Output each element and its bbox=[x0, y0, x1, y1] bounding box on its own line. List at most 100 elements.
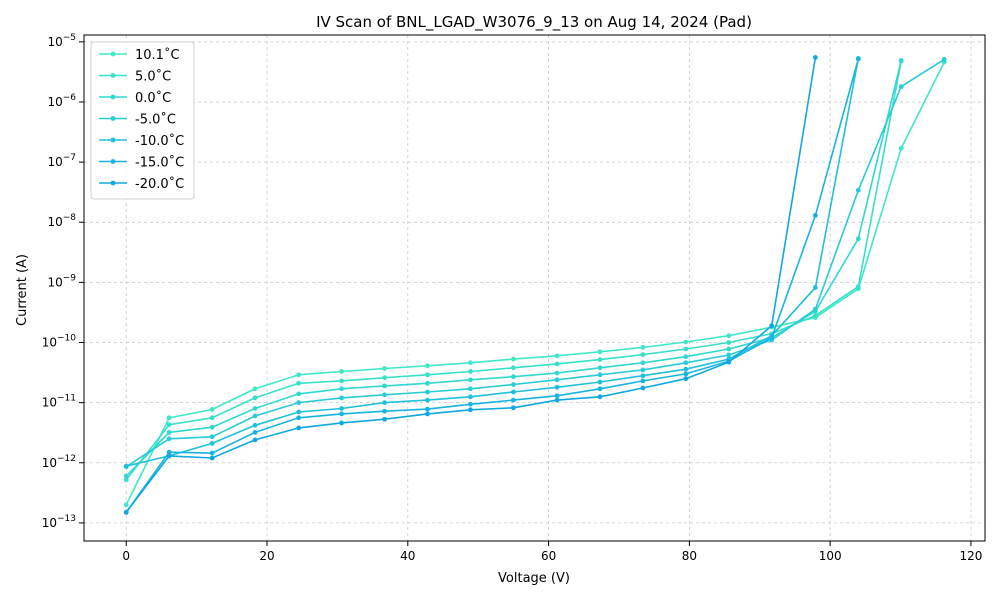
data-point bbox=[382, 383, 387, 389]
y-tick-label: 10−6 bbox=[47, 93, 76, 109]
legend: 10.1˚C 5.0˚C 0.0˚C -5.0˚C -10.0˚C -15.0˚C -20.… bbox=[90, 41, 195, 200]
data-point bbox=[296, 409, 302, 415]
data-point bbox=[554, 377, 560, 383]
data-point bbox=[683, 366, 689, 372]
data-point bbox=[683, 360, 689, 366]
data-point bbox=[597, 372, 603, 378]
data-point bbox=[296, 380, 302, 386]
data-point bbox=[425, 411, 430, 417]
data-point bbox=[252, 413, 258, 419]
data-point bbox=[296, 425, 302, 431]
series-0 bbox=[123, 59, 947, 508]
data-point bbox=[898, 58, 904, 63]
data-point bbox=[382, 392, 387, 398]
data-point bbox=[296, 415, 302, 421]
series-layer bbox=[123, 55, 947, 515]
data-point bbox=[683, 354, 689, 360]
data-point bbox=[640, 378, 646, 384]
data-point bbox=[812, 306, 818, 312]
data-point bbox=[339, 369, 345, 374]
data-point bbox=[382, 400, 387, 406]
legend-label: 5.0˚C bbox=[135, 69, 171, 85]
x-axis: 0 20 40 60 80 100 120 bbox=[122, 541, 982, 563]
series-5 bbox=[123, 56, 861, 515]
data-point bbox=[510, 397, 516, 403]
legend-box bbox=[90, 41, 195, 200]
data-point bbox=[640, 352, 646, 357]
x-tick-label: 100 bbox=[819, 549, 842, 563]
data-point bbox=[855, 284, 861, 290]
data-point bbox=[468, 394, 473, 400]
data-point bbox=[209, 415, 215, 421]
legend-label: -5.0˚C bbox=[135, 112, 176, 128]
data-point bbox=[683, 371, 689, 377]
data-point bbox=[339, 411, 345, 417]
data-point bbox=[382, 375, 387, 381]
legend-item: -10.0˚C bbox=[99, 133, 184, 149]
data-point bbox=[296, 372, 302, 378]
legend-marker bbox=[110, 73, 116, 78]
data-point bbox=[425, 397, 430, 403]
data-point bbox=[382, 408, 387, 414]
data-point bbox=[209, 450, 215, 456]
data-point bbox=[812, 285, 818, 290]
y-tick-label: 10−10 bbox=[42, 334, 77, 350]
data-point bbox=[640, 344, 646, 350]
plot-frame bbox=[83, 34, 986, 542]
data-point bbox=[941, 57, 947, 62]
data-point bbox=[425, 363, 430, 369]
data-point bbox=[425, 406, 430, 412]
data-point bbox=[726, 346, 732, 352]
legend-item: 5.0˚C bbox=[99, 69, 171, 85]
legend-marker bbox=[110, 51, 116, 57]
data-point bbox=[425, 372, 430, 378]
data-point bbox=[382, 416, 387, 422]
legend-label: -20.0˚C bbox=[135, 176, 184, 192]
data-point bbox=[339, 386, 345, 392]
data-point bbox=[683, 376, 689, 382]
data-point bbox=[640, 360, 646, 366]
data-point bbox=[252, 406, 258, 411]
y-tick-label: 10−8 bbox=[47, 213, 76, 229]
x-tick-label: 40 bbox=[400, 549, 415, 563]
x-tick-label: 0 bbox=[122, 549, 130, 563]
data-point bbox=[339, 395, 345, 401]
data-point bbox=[209, 434, 215, 440]
data-point bbox=[597, 365, 603, 371]
series-line bbox=[126, 58, 860, 467]
data-point bbox=[597, 349, 603, 355]
data-point bbox=[296, 400, 302, 406]
legend-marker bbox=[110, 116, 116, 121]
data-point bbox=[683, 339, 689, 345]
data-point bbox=[166, 415, 172, 421]
y-tick-label: 10−5 bbox=[47, 33, 76, 49]
data-point bbox=[209, 440, 215, 446]
series-line bbox=[125, 60, 902, 477]
legend-label: 0.0˚C bbox=[135, 90, 171, 106]
data-point bbox=[597, 394, 603, 400]
data-point bbox=[812, 212, 818, 218]
x-tick-label: 60 bbox=[541, 549, 556, 563]
series-6 bbox=[123, 55, 818, 515]
chart-title: IV Scan of BNL_LGAD_W3076_9_13 on Aug 14… bbox=[316, 13, 752, 32]
legend-marker bbox=[110, 94, 116, 100]
data-point bbox=[640, 367, 646, 373]
data-point bbox=[855, 56, 861, 62]
data-point bbox=[209, 407, 215, 412]
data-point bbox=[510, 405, 516, 411]
data-point bbox=[898, 84, 904, 90]
data-point bbox=[812, 313, 818, 319]
legend-marker bbox=[110, 180, 116, 186]
data-point bbox=[510, 389, 516, 395]
data-point bbox=[554, 353, 560, 359]
data-point bbox=[166, 453, 172, 459]
data-point bbox=[123, 502, 129, 508]
data-point bbox=[166, 429, 172, 435]
data-point bbox=[252, 429, 258, 435]
series-3 bbox=[123, 57, 947, 470]
data-point bbox=[597, 357, 603, 362]
x-tick-label: 120 bbox=[959, 549, 982, 563]
data-point bbox=[554, 397, 560, 403]
legend-marker bbox=[110, 137, 116, 143]
data-point bbox=[554, 384, 560, 390]
